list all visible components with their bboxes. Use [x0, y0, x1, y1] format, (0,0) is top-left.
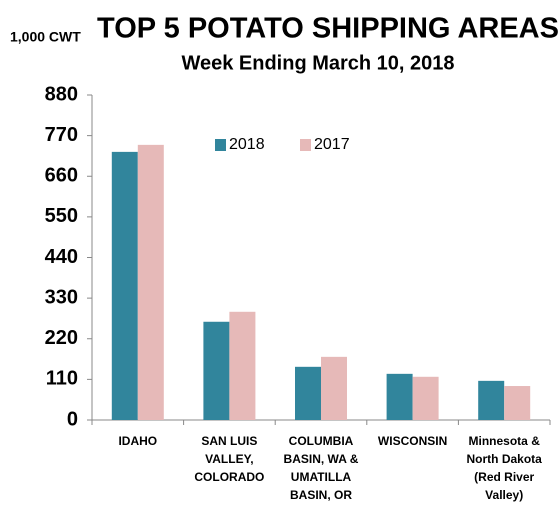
y-tick-label: 660 — [45, 165, 78, 187]
bar — [478, 380, 505, 420]
y-tick-label: 110 — [46, 368, 78, 390]
y-tick-label: 0 — [67, 408, 78, 430]
x-tick-label: WISCONSIN — [377, 434, 448, 448]
bar — [412, 376, 439, 420]
x-tick-label: SAN LUIS VALLEY, COLORADO — [194, 434, 265, 484]
bar — [321, 356, 347, 420]
y-tick-label: 770 — [45, 124, 78, 146]
legend-label: 2018 — [229, 136, 265, 153]
bar — [137, 144, 164, 420]
legend-swatch — [215, 139, 226, 151]
y-tick-label: 220 — [45, 327, 78, 349]
bar — [504, 386, 531, 420]
bar — [203, 321, 230, 420]
y-tick-label: 330 — [45, 286, 78, 308]
legend-label: 2017 — [314, 136, 350, 153]
y-axis-label: 1,000 CWT — [10, 29, 81, 45]
y-tick-label: 880 — [45, 83, 78, 105]
x-tick-label: IDAHO — [118, 434, 158, 448]
x-tick-label: Minnesota & North Dakota (Red River Vall… — [466, 434, 542, 502]
chart-subtitle: Week Ending March 10, 2018 — [181, 52, 454, 74]
y-tick-label: 440 — [45, 246, 78, 268]
chart-title: TOP 5 POTATO SHIPPING AREAS — [97, 13, 558, 45]
bar — [386, 373, 413, 420]
legend-swatch — [300, 139, 311, 151]
x-tick-label: COLUMBIA BASIN, WA & UMATILLA BASIN, OR — [283, 434, 359, 502]
y-tick-label: 550 — [45, 205, 78, 227]
bar — [295, 366, 321, 420]
bar — [229, 311, 256, 420]
bar — [111, 151, 138, 420]
